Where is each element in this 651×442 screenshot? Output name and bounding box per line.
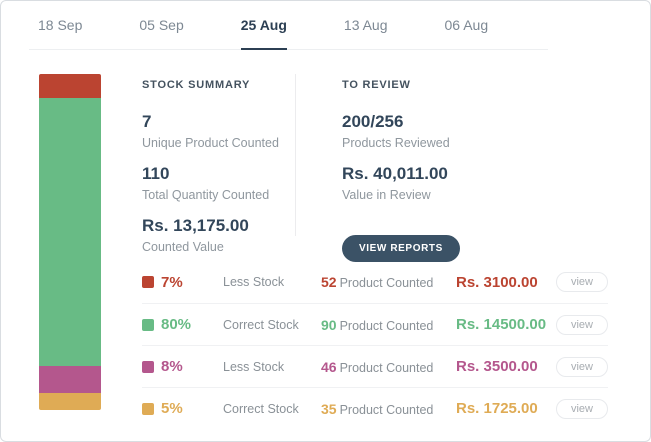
- stat-label: Unique Product Counted: [142, 136, 279, 150]
- bar-segment-correct-stock-orange: [39, 393, 101, 410]
- row-percent: 7%: [161, 273, 183, 291]
- view-reports-button[interactable]: VIEW REPORTS: [342, 235, 460, 262]
- bar-segment-less-stock-red: [39, 74, 101, 98]
- date-tabbar: 18 Sep 05 Sep 25 Aug 13 Aug 06 Aug: [29, 1, 548, 50]
- row-count-label: Product Counted: [339, 318, 434, 333]
- row-count-number: 46: [321, 358, 337, 375]
- row-value: Rs. 3500.00: [456, 358, 538, 375]
- row-status: Correct Stock: [223, 401, 299, 416]
- stock-rows: 7% Less Stock 52 Product Counted Rs. 3100…: [142, 261, 608, 429]
- row-count-label: Product Counted: [339, 360, 434, 375]
- row-percent: 5%: [161, 400, 183, 417]
- stat-value: 200/256: [342, 112, 404, 131]
- tab-date-25-aug[interactable]: 25 Aug: [240, 1, 288, 50]
- to-review-title: TO REVIEW: [342, 79, 411, 91]
- legend-swatch: [142, 318, 154, 331]
- row-count: 90 Product Counted: [321, 317, 456, 333]
- stat-counted-value: Rs. 13,175.00 Counted Value: [142, 215, 292, 255]
- stat-value: 110: [142, 164, 170, 183]
- legend-swatch: [142, 402, 154, 415]
- row-count-number: 90: [321, 316, 337, 333]
- stat-label: Counted Value: [142, 240, 224, 254]
- row-count-label: Product Counted: [339, 402, 434, 417]
- view-button[interactable]: view: [555, 398, 608, 419]
- view-button[interactable]: view: [555, 272, 608, 292]
- stat-value: Rs. 13,175.00: [142, 216, 249, 235]
- stat-value: Rs. 40,011.00: [342, 164, 448, 183]
- stock-row-less-stock-red: 7% Less Stock 52 Product Counted Rs. 3100…: [142, 261, 608, 303]
- stacked-bar-chart: [39, 74, 101, 410]
- row-value: Rs. 3100.00: [456, 273, 538, 291]
- tab-date-18-sep[interactable]: 18 Sep: [38, 17, 83, 33]
- stat-label: Products Reviewed: [342, 136, 450, 150]
- view-button[interactable]: view: [555, 314, 608, 335]
- row-count-number: 35: [321, 400, 337, 417]
- tab-date-13-aug[interactable]: 13 Aug: [343, 17, 388, 33]
- section-divider: [295, 74, 296, 236]
- stock-row-correct-stock-orange: 5% Correct Stock 35 Product Counted Rs. 1…: [142, 387, 608, 429]
- stock-row-correct-stock-green: 80% Correct Stock 90 Product Counted Rs. …: [142, 303, 608, 345]
- legend-swatch: [142, 360, 154, 373]
- stock-row-less-stock-magenta: 8% Less Stock 46 Product Counted Rs. 3500…: [142, 345, 608, 387]
- stat-value-in-review: Rs. 40,011.00 Value in Review: [342, 163, 512, 203]
- stat-value: 7: [142, 112, 152, 131]
- row-status: Correct Stock: [223, 317, 299, 332]
- row-count-label: Product Counted: [339, 276, 434, 290]
- legend-swatch: [142, 276, 154, 288]
- tab-date-05-sep[interactable]: 05 Sep: [139, 17, 184, 33]
- row-count: 46 Product Counted: [321, 359, 456, 375]
- bar-segment-correct-stock-green: [39, 97, 101, 367]
- row-status: Less Stock: [223, 275, 285, 289]
- row-value: Rs. 1725.00: [456, 400, 538, 417]
- view-button[interactable]: view: [555, 356, 608, 377]
- row-percent: 8%: [161, 358, 183, 375]
- to-review-section: TO REVIEW 200/256 Products Reviewed Rs. …: [342, 71, 512, 262]
- stat-label: Value in Review: [342, 188, 431, 202]
- row-value: Rs. 14500.00: [456, 316, 547, 333]
- stat-products-reviewed: 200/256 Products Reviewed: [342, 111, 512, 151]
- stock-summary-title: STOCK SUMMARY: [142, 79, 251, 91]
- row-count: 35 Product Counted: [321, 401, 456, 417]
- row-percent: 80%: [161, 316, 192, 333]
- row-count-number: 52: [321, 274, 337, 290]
- stock-summary-section: STOCK SUMMARY 7 Unique Product Counted 1…: [142, 71, 292, 267]
- tab-date-06-aug[interactable]: 06 Aug: [444, 17, 489, 33]
- stat-total-quantity: 110 Total Quantity Counted: [142, 163, 292, 203]
- stat-label: Total Quantity Counted: [142, 188, 270, 202]
- row-count: 52 Product Counted: [321, 274, 456, 290]
- row-status: Less Stock: [223, 359, 285, 374]
- bar-segment-less-stock-magenta: [39, 366, 101, 394]
- stat-unique-products: 7 Unique Product Counted: [142, 111, 292, 151]
